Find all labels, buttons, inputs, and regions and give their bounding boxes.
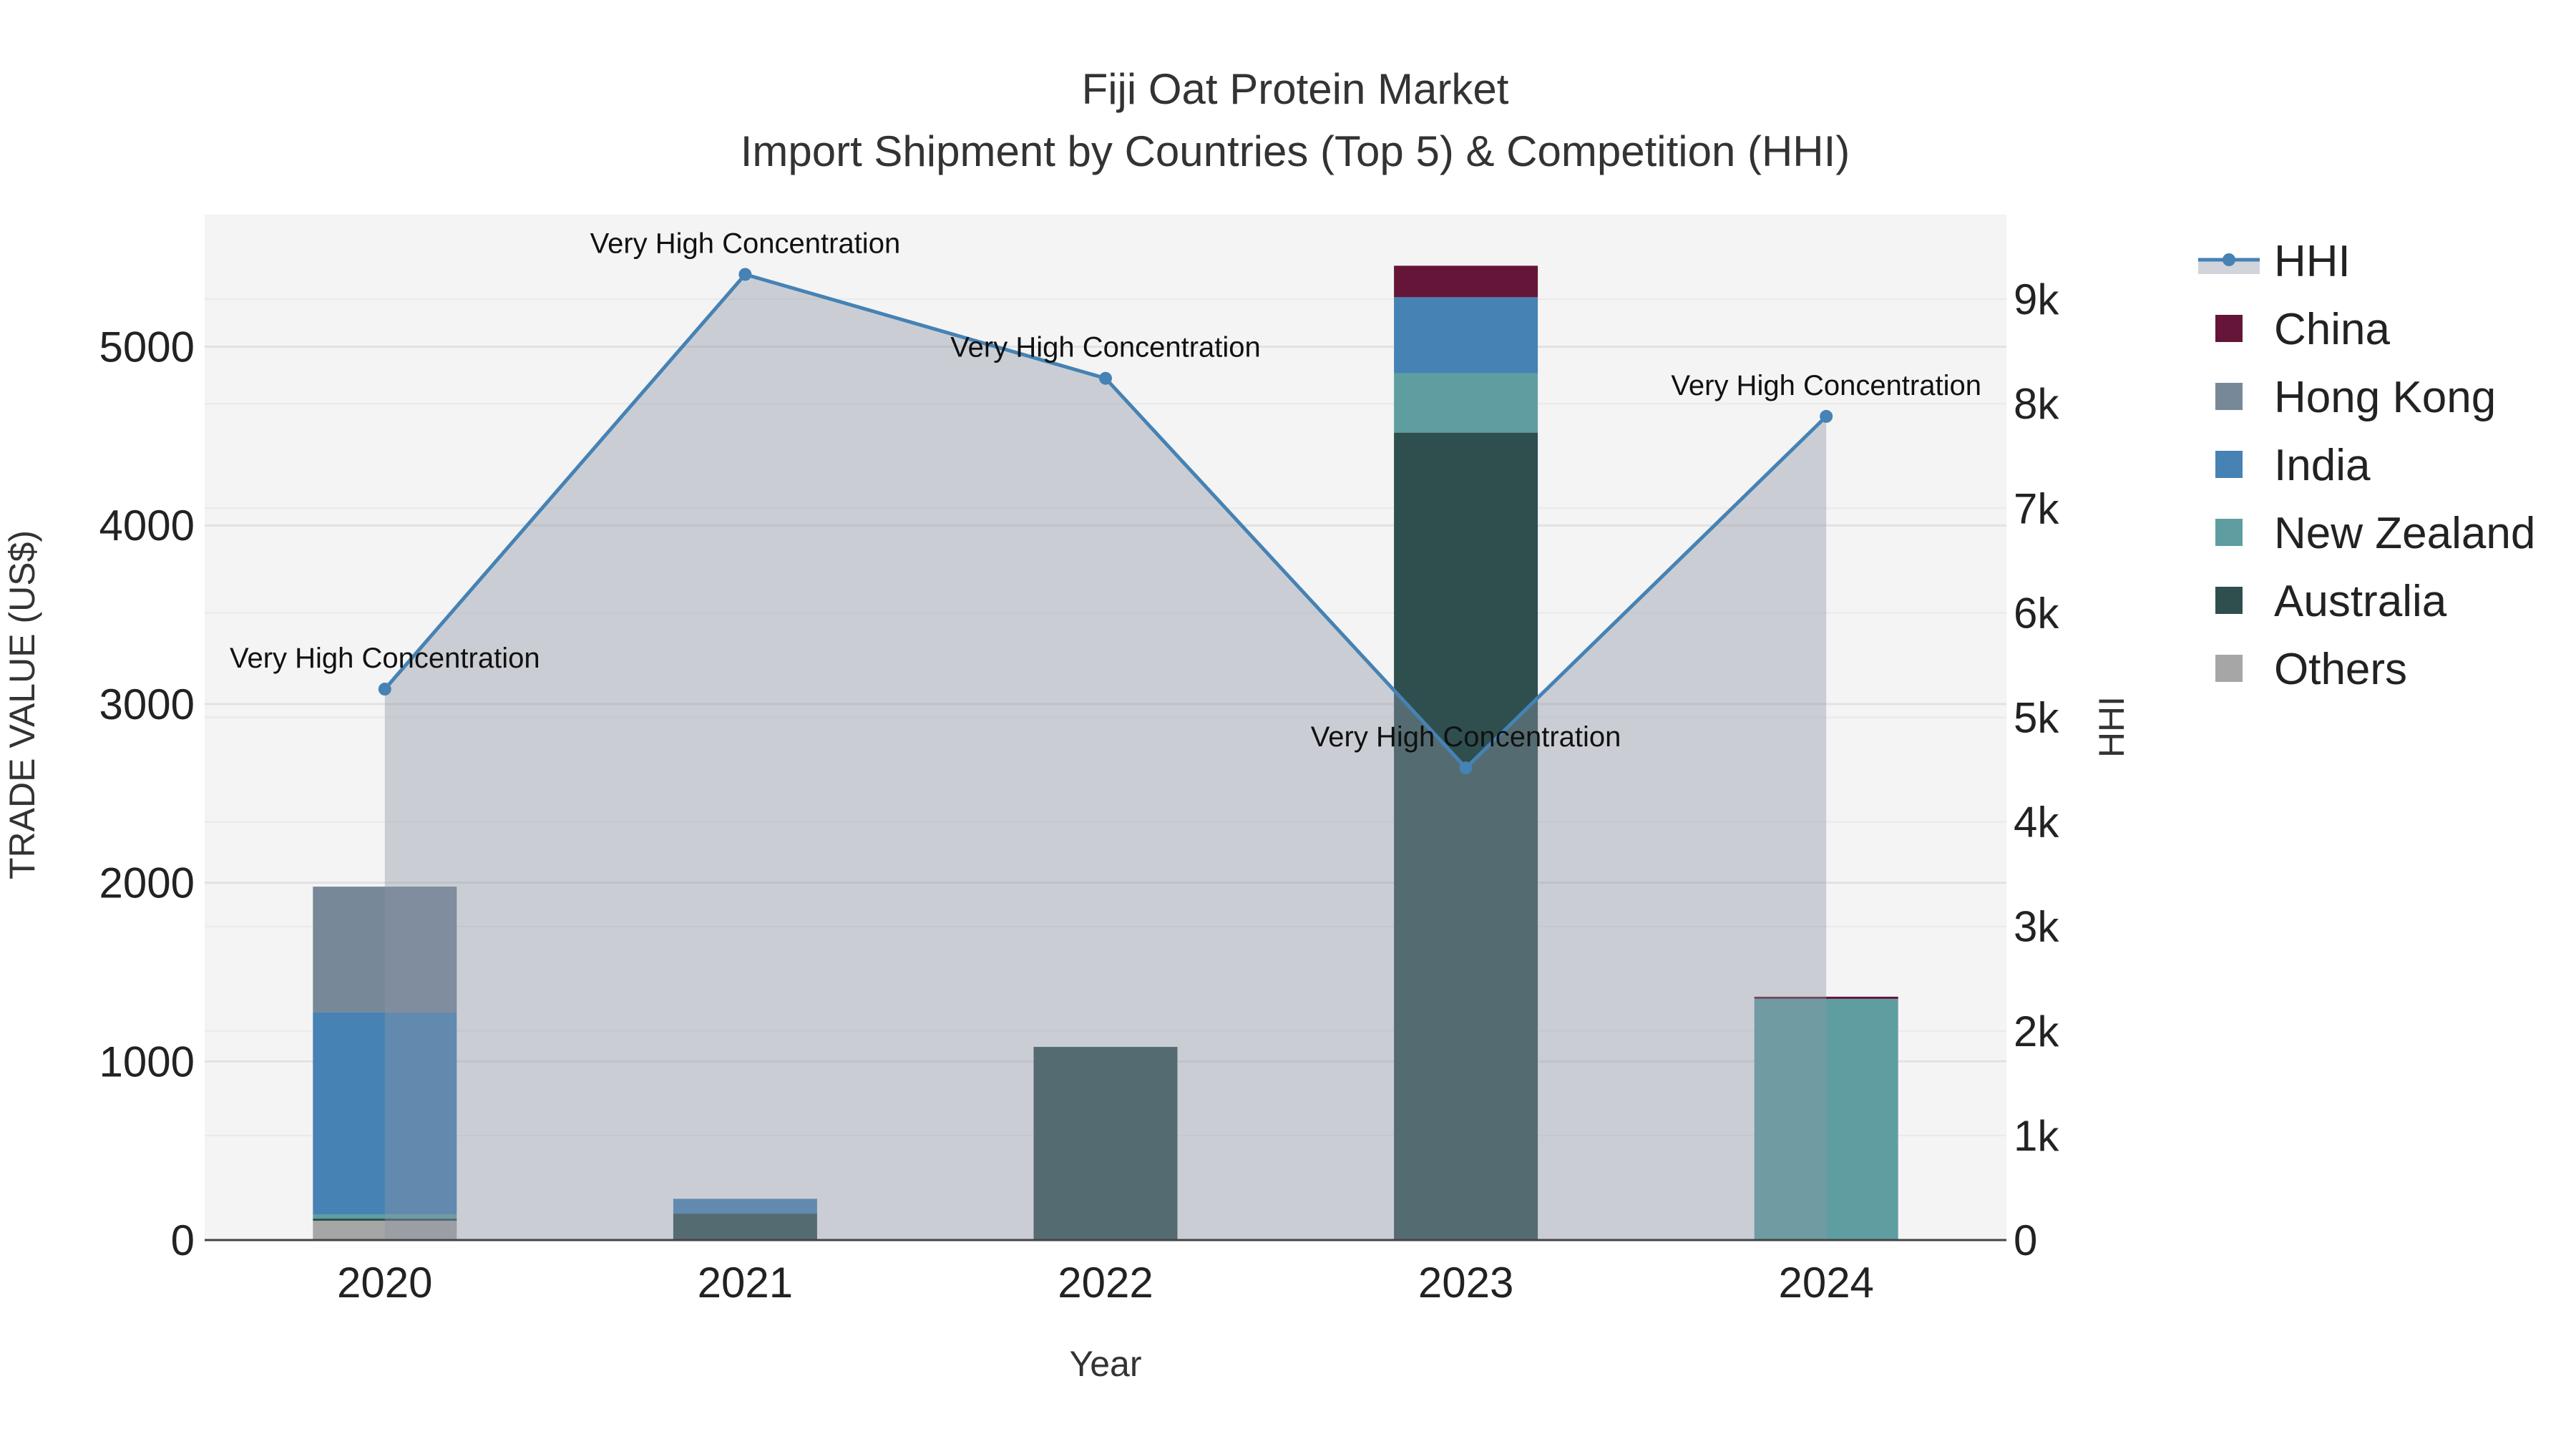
y-tick-label: 1000 xyxy=(99,1038,195,1085)
bar-australia xyxy=(313,1219,457,1221)
hhi-point xyxy=(1459,761,1473,775)
bar-hong-kong xyxy=(313,887,457,1013)
x-tick-label: 2023 xyxy=(1418,1259,1513,1307)
y-tick-label: 0 xyxy=(171,1216,195,1264)
y2-tick-label: 4k xyxy=(2014,799,2059,847)
y-tick-label: 5000 xyxy=(99,323,195,371)
legend-label: China xyxy=(2274,305,2391,354)
legend-label: Others xyxy=(2274,645,2407,694)
hhi-point xyxy=(378,683,391,696)
y2-tick-label: 9k xyxy=(2014,275,2059,323)
x-tick-label: 2020 xyxy=(337,1259,432,1307)
legend-label: India xyxy=(2274,441,2371,490)
y2-axis-title: HHI xyxy=(2092,696,2132,758)
y-axis-title: TRADE VALUE (US$) xyxy=(2,530,42,879)
y2-tick-label: 5k xyxy=(2014,694,2059,742)
y2-tick-label: 7k xyxy=(2014,484,2059,532)
y-tick-label: 3000 xyxy=(99,680,195,728)
y-tick-label: 4000 xyxy=(99,502,195,550)
bar-new-zealand xyxy=(1394,373,1538,433)
legend-marker-hhi xyxy=(2223,253,2235,266)
x-tick-label: 2022 xyxy=(1058,1259,1153,1307)
legend-label: Australia xyxy=(2274,577,2447,626)
hhi-point xyxy=(738,268,752,281)
x-axis-title: Year xyxy=(1069,1344,1141,1384)
legend-swatch-others xyxy=(2215,655,2243,682)
y2-tick-label: 6k xyxy=(2014,589,2059,637)
hhi-annotation: Very High Concentration xyxy=(1311,721,1621,753)
y2-tick-label: 8k xyxy=(2014,380,2059,428)
hhi-point xyxy=(1820,409,1833,423)
x-tick-label: 2024 xyxy=(1778,1259,1873,1307)
legend-swatch-australia xyxy=(2215,587,2243,614)
chart-subtitle: Import Shipment by Countries (Top 5) & C… xyxy=(741,127,1850,175)
legend-swatch-china xyxy=(2215,315,2243,342)
hhi-annotation: Very High Concentration xyxy=(590,228,901,259)
hhi-annotation: Very High Concentration xyxy=(950,332,1261,364)
hhi-area xyxy=(384,274,1827,1240)
y2-tick-label: 0 xyxy=(2014,1216,2037,1264)
chart-title: Fiji Oat Protein Market xyxy=(1082,65,1509,113)
legend-label: HHI xyxy=(2274,237,2351,286)
legend-swatch-india xyxy=(2215,451,2243,478)
bar-australia xyxy=(673,1214,817,1240)
y2-tick-label: 2k xyxy=(2014,1008,2059,1055)
bar-china xyxy=(1754,996,1898,999)
legend-swatch-hhi-area xyxy=(2198,260,2260,274)
y2-tick-label: 1k xyxy=(2014,1112,2059,1160)
bar-australia xyxy=(1033,1047,1178,1240)
hhi-point xyxy=(1099,371,1112,385)
x-tick-label: 2021 xyxy=(698,1259,793,1307)
legend-swatch-new-zealand xyxy=(2215,519,2243,546)
bar-china xyxy=(1394,265,1538,298)
bar-new-zealand xyxy=(1754,998,1898,1240)
hhi-annotation: Very High Concentration xyxy=(1671,370,1981,401)
bar-india xyxy=(313,1012,457,1215)
bar-india xyxy=(1394,297,1538,374)
legend-label: New Zealand xyxy=(2274,509,2535,558)
y-tick-label: 2000 xyxy=(99,859,195,907)
bar-india xyxy=(673,1199,817,1214)
legend-swatch-hong-kong xyxy=(2215,383,2243,410)
bar-others xyxy=(313,1221,457,1240)
legend-label: Hong Kong xyxy=(2274,373,2496,422)
y2-tick-label: 3k xyxy=(2014,903,2059,951)
hhi-annotation: Very High Concentration xyxy=(230,643,540,674)
bar-new-zealand xyxy=(313,1214,457,1219)
bar-australia xyxy=(1394,432,1538,1240)
